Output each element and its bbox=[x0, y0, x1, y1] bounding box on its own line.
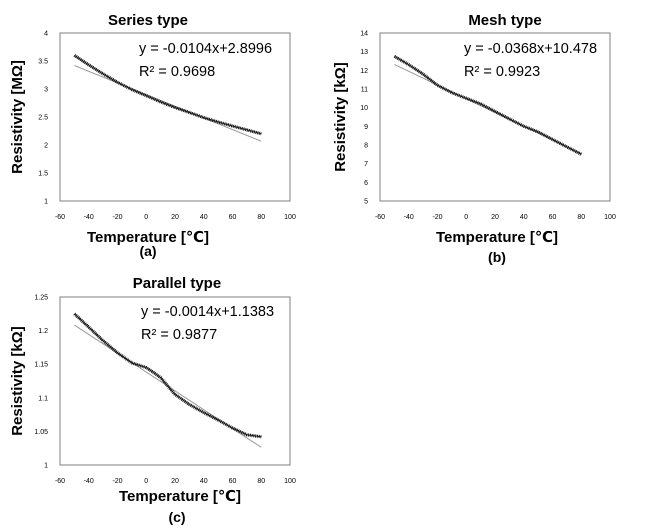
x-tick-label: 80 bbox=[577, 214, 585, 221]
x-tick-label: 60 bbox=[229, 214, 237, 221]
x-tick-label: 20 bbox=[171, 214, 179, 221]
x-tick-label: -60 bbox=[55, 478, 65, 485]
x-tick-label: 20 bbox=[171, 478, 179, 485]
y-tick-label: 6 bbox=[364, 180, 368, 187]
regression-equation: y = -0.0368x+10.478 bbox=[464, 41, 597, 57]
y-tick-label: 2 bbox=[44, 143, 48, 150]
y-tick-label: 7 bbox=[364, 161, 368, 168]
y-tick-label: 3 bbox=[44, 87, 48, 94]
y-tick-label: 3.5 bbox=[38, 59, 48, 66]
y-tick-label: 1.5 bbox=[38, 171, 48, 178]
y-tick-label: 4 bbox=[44, 31, 48, 38]
x-tick-label: 40 bbox=[520, 214, 528, 221]
data-series-core bbox=[74, 54, 262, 135]
y-tick-label: 1.1 bbox=[38, 395, 48, 402]
y-tick-label: 10 bbox=[360, 105, 368, 112]
panel-caption: (a) bbox=[139, 243, 156, 259]
chart-panel-0: Series type -60 -40 -20 0 20 40 60 80 100 1 1.5 2 2.5… bbox=[9, 12, 296, 259]
x-tick-label: -60 bbox=[375, 214, 385, 221]
x-tick-label: -40 bbox=[404, 214, 414, 221]
data-series-core bbox=[394, 55, 582, 155]
y-tick-label: 8 bbox=[364, 143, 368, 150]
y-tick-label: 1 bbox=[44, 463, 48, 470]
chart-title: Parallel type bbox=[133, 275, 221, 292]
x-tick-label: 60 bbox=[549, 214, 557, 221]
y-tick-label: 12 bbox=[360, 68, 368, 75]
r-squared-label: R² = 0.9698 bbox=[139, 64, 215, 80]
x-tick-label: -60 bbox=[55, 214, 65, 221]
y-tick-label: 1 bbox=[44, 199, 48, 206]
y-tick-label: 1.2 bbox=[38, 328, 48, 335]
x-tick-label: 0 bbox=[464, 214, 468, 221]
x-tick-label: 100 bbox=[284, 478, 296, 485]
y-tick-label: 1.15 bbox=[34, 362, 48, 369]
y-tick-label: 1.05 bbox=[34, 429, 48, 436]
x-tick-label: 0 bbox=[144, 214, 148, 221]
panel-caption: (c) bbox=[168, 509, 185, 525]
r-squared-label: R² = 0.9877 bbox=[141, 327, 217, 343]
x-tick-label: 40 bbox=[200, 214, 208, 221]
x-tick-label: -20 bbox=[112, 214, 122, 221]
data-series-core bbox=[74, 313, 262, 438]
y-tick-label: 5 bbox=[364, 199, 368, 206]
y-tick-label: 2.5 bbox=[38, 115, 48, 122]
x-axis-title: Temperature [℃] bbox=[119, 488, 241, 505]
x-axis-title: Temperature [℃] bbox=[87, 229, 209, 246]
x-tick-label: -20 bbox=[112, 478, 122, 485]
panel-caption: (b) bbox=[488, 249, 506, 265]
y-tick-label: 1.25 bbox=[34, 295, 48, 302]
x-tick-label: 80 bbox=[257, 478, 265, 485]
chart-title: Series type bbox=[108, 12, 188, 29]
chart-panel-2: Parallel type -60 -40 -20 0 20 40 60 80 100 1 1.05 1… bbox=[9, 275, 296, 525]
chart-title: Mesh type bbox=[468, 12, 541, 29]
y-axis-title: Resistivity [MΩ] bbox=[9, 60, 26, 174]
regression-equation: y = -0.0014x+1.1383 bbox=[141, 304, 274, 320]
chart-panel-1: Mesh type -60 -40 -20 0 20 40 60 80 100 5 6 7 8 9 10 11 1… bbox=[332, 12, 616, 265]
x-axis-title: Temperature [℃] bbox=[436, 229, 558, 246]
trendline bbox=[74, 65, 262, 142]
r-squared-label: R² = 0.9923 bbox=[464, 64, 540, 80]
plot-area bbox=[59, 32, 291, 202]
x-tick-label: 80 bbox=[257, 214, 265, 221]
x-tick-label: 60 bbox=[229, 478, 237, 485]
y-tick-label: 13 bbox=[360, 49, 368, 56]
y-axis-title: Resistivity [kΩ] bbox=[332, 62, 349, 172]
plot-area bbox=[379, 32, 611, 202]
x-tick-label: 100 bbox=[604, 214, 616, 221]
y-tick-label: 11 bbox=[361, 87, 368, 94]
x-tick-label: 0 bbox=[144, 478, 148, 485]
x-tick-label: -20 bbox=[432, 214, 442, 221]
y-axis-title: Resistivity [kΩ] bbox=[9, 326, 26, 436]
regression-equation: y = -0.0104x+2.8996 bbox=[139, 41, 272, 57]
x-tick-label: 20 bbox=[491, 214, 499, 221]
y-tick-label: 14 bbox=[360, 31, 368, 38]
x-tick-label: -40 bbox=[84, 478, 94, 485]
x-tick-label: 40 bbox=[200, 478, 208, 485]
y-tick-label: 9 bbox=[364, 124, 368, 131]
plot-area bbox=[59, 296, 291, 466]
x-tick-label: 100 bbox=[284, 214, 296, 221]
x-tick-label: -40 bbox=[84, 214, 94, 221]
